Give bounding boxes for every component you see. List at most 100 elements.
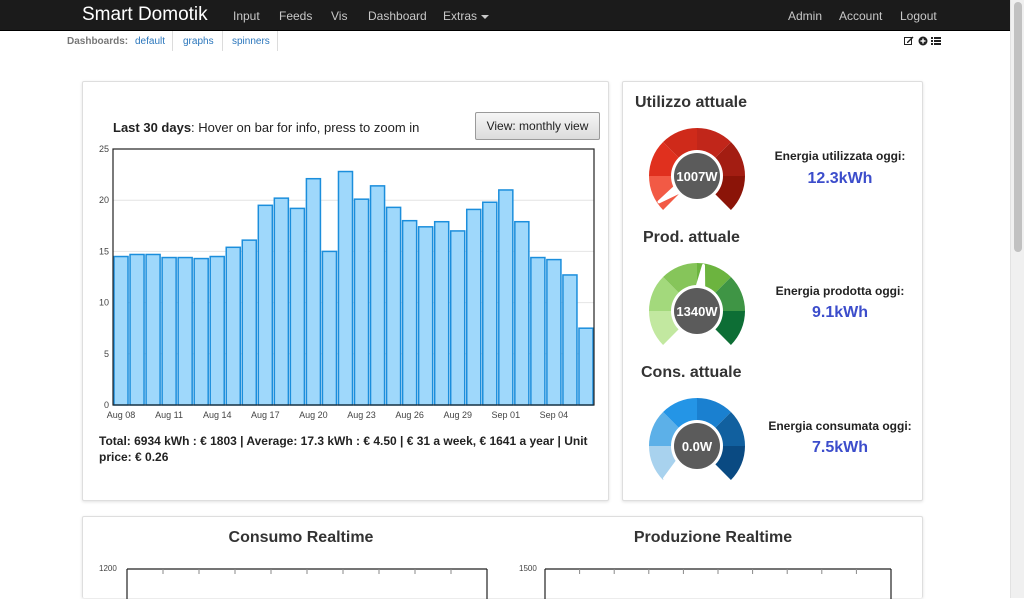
- gauge-segment: [697, 128, 731, 159]
- divider: [222, 31, 223, 51]
- caret-down-icon: [481, 14, 490, 19]
- bar[interactable]: [289, 207, 306, 406]
- y-tick-label: 5: [104, 349, 109, 359]
- bar[interactable]: [482, 201, 498, 406]
- bar[interactable]: [305, 177, 322, 406]
- bar[interactable]: [369, 185, 386, 406]
- gauge-segment: [649, 176, 680, 210]
- nav-account[interactable]: Account: [839, 9, 883, 23]
- realtime-consumo-title: Consumo Realtime: [228, 529, 374, 546]
- bar[interactable]: [433, 220, 450, 406]
- dashboard-link-graphs[interactable]: graphs: [183, 36, 214, 47]
- bar[interactable]: [337, 170, 354, 406]
- top-navbar: Smart Domotik Input Feeds Vis Dashboard …: [0, 0, 1010, 31]
- bar[interactable]: [129, 253, 145, 406]
- bar[interactable]: [498, 189, 514, 406]
- gauge-segment: [649, 311, 680, 345]
- bar[interactable]: [417, 226, 434, 406]
- bar[interactable]: [177, 256, 193, 406]
- bar[interactable]: [353, 198, 370, 406]
- gauge-consumo: 0.0W: [649, 398, 745, 481]
- gauge-hub: [674, 153, 720, 199]
- gauge-center-value: 0.0W: [682, 439, 713, 454]
- gauge-value-utilizzata: 12.3kWh: [807, 170, 873, 187]
- gauge-segment: [714, 176, 745, 210]
- edit-icon[interactable]: [904, 36, 914, 46]
- bar[interactable]: [193, 257, 209, 406]
- bar-chart-panel: Last 30 days: Hover on bar for info, pre…: [82, 81, 609, 501]
- x-tick-label: Aug 08: [107, 410, 136, 420]
- add-icon[interactable]: [918, 36, 928, 46]
- bar[interactable]: [465, 208, 482, 406]
- vertical-scrollbar[interactable]: [1010, 0, 1024, 598]
- gauge-hub: [674, 288, 720, 334]
- gauge-utilizzo: 1007W: [649, 128, 745, 210]
- dashboard-link-default[interactable]: default: [135, 36, 166, 47]
- nav-dashboard[interactable]: Dashboard: [368, 9, 427, 23]
- bar[interactable]: [225, 246, 242, 406]
- bar[interactable]: [145, 253, 161, 406]
- bar[interactable]: [241, 239, 258, 406]
- bar[interactable]: [321, 250, 338, 406]
- nav-admin[interactable]: Admin: [788, 9, 823, 23]
- gauges-panel: Utilizzo attuale 1007W Energia utilizzat…: [622, 81, 923, 501]
- realtime-consumo-ytick: 1200: [99, 564, 117, 573]
- dashboard-link-spinners[interactable]: spinners: [232, 36, 270, 47]
- gauge-segment: [697, 398, 731, 429]
- gauge-value-consumata: 7.5kWh: [811, 439, 868, 456]
- gauge-segment: [649, 446, 680, 480]
- brand-title[interactable]: Smart Domotik: [82, 4, 208, 25]
- nav-input[interactable]: Input: [233, 9, 260, 23]
- list-icon[interactable]: [931, 36, 941, 46]
- scrollbar-thumb[interactable]: [1014, 2, 1022, 252]
- bar[interactable]: [113, 255, 129, 406]
- realtime-produzione-title: Produzione Realtime: [633, 529, 793, 546]
- gauge-label-consumata: Energia consumata oggi:: [768, 419, 912, 433]
- x-tick-label: Aug 23: [347, 410, 376, 420]
- gauge-label-prodotta: Energia prodotta oggi:: [775, 284, 905, 298]
- gauge-hub: [674, 423, 720, 469]
- gauge-title-utilizzo: Utilizzo attuale: [635, 94, 748, 111]
- y-tick-label: 10: [99, 298, 109, 308]
- view-monthly-button[interactable]: View: monthly view: [475, 112, 600, 140]
- gauge-segment: [649, 277, 680, 311]
- gauge-title-produzione: Prod. attuale: [643, 229, 740, 246]
- x-tick-label: Aug 29: [443, 410, 472, 420]
- x-tick-label: Sep 01: [492, 410, 521, 420]
- x-tick-label: Aug 11: [155, 410, 183, 420]
- bar[interactable]: [209, 255, 225, 406]
- gauge-segment: [714, 277, 745, 311]
- bar[interactable]: [385, 206, 402, 406]
- nav-vis[interactable]: Vis: [331, 9, 348, 23]
- plot-frame: [112, 148, 595, 406]
- bar[interactable]: [257, 204, 274, 406]
- gauge-title-consumo: Cons. attuale: [641, 364, 742, 381]
- nav-extras-label: Extras: [443, 9, 478, 23]
- bar[interactable]: [546, 258, 562, 406]
- bar[interactable]: [273, 197, 290, 406]
- gauge-center-value: 1007W: [676, 169, 718, 184]
- divider: [277, 31, 278, 51]
- bar[interactable]: [161, 256, 177, 406]
- bar[interactable]: [530, 256, 546, 406]
- x-tick-label: Sep 04: [540, 410, 569, 420]
- gauge-segment: [697, 263, 731, 294]
- bar[interactable]: [514, 220, 530, 406]
- y-tick-label: 15: [99, 246, 109, 256]
- x-tick-label: Aug 26: [395, 410, 424, 420]
- nav-logout[interactable]: Logout: [900, 9, 937, 23]
- gauge-segment: [714, 412, 745, 446]
- bar[interactable]: [562, 274, 578, 406]
- realtime-panel: Consumo Realtime Produzione Realtime 120…: [82, 516, 923, 599]
- nav-feeds[interactable]: Feeds: [279, 9, 313, 23]
- gauge-produzione: 1340W: [649, 263, 745, 345]
- dashboards-label: Dashboards:: [67, 36, 129, 47]
- bar[interactable]: [449, 230, 466, 406]
- gauge-segment: [663, 263, 697, 294]
- bar[interactable]: [401, 219, 418, 406]
- bar-chart[interactable]: 0 5 10 15 20 25 Aug 08 Aug 11 Aug 14 Aug 17 Aug 20…: [83, 82, 610, 432]
- nav-extras[interactable]: Extras: [443, 9, 490, 23]
- gauge-center-value: 1340W: [676, 304, 718, 319]
- bar-chart-summary: Total: 6934 kWh : € 1803 | Average: 17.3…: [99, 434, 588, 464]
- bar[interactable]: [578, 327, 594, 406]
